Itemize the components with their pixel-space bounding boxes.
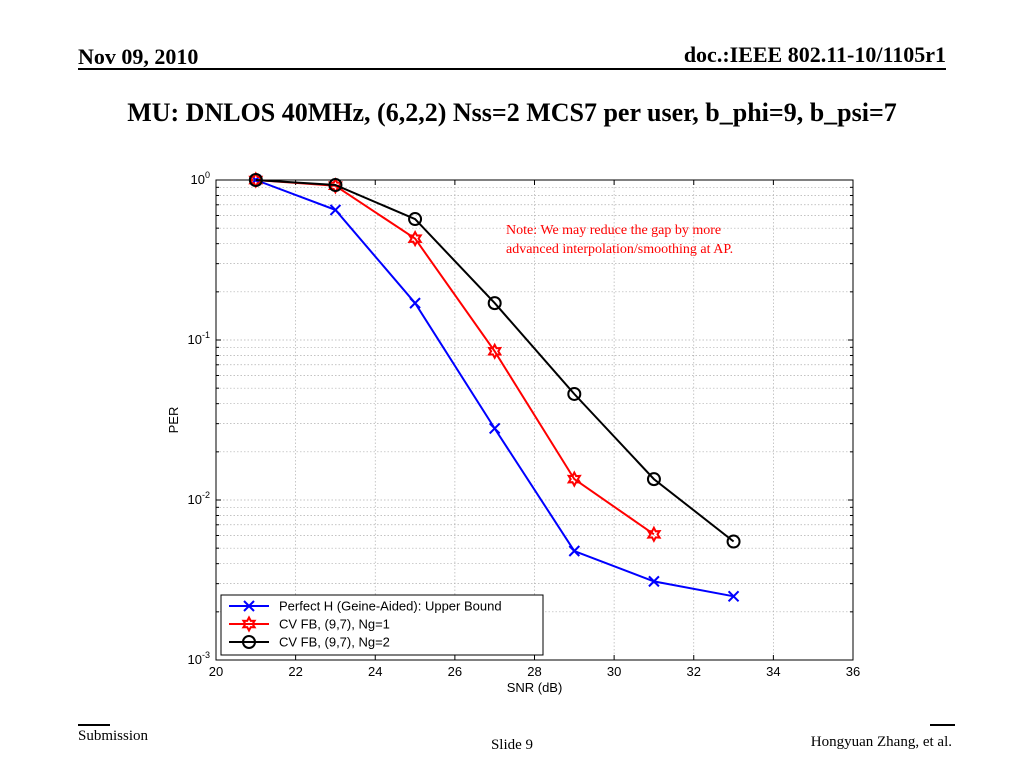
chart-note-line-2: advanced interpolation/smoothing at AP.: [506, 242, 734, 257]
legend-marker: [243, 600, 255, 612]
legend-label: CV FB, (9,7), Ng=2: [279, 635, 390, 650]
header-divider: [78, 68, 946, 70]
data-point: [566, 470, 582, 488]
series-3: [248, 173, 741, 549]
x-tick-label: 34: [766, 664, 780, 679]
y-tick-label: 10-1: [188, 330, 210, 347]
legend-label: Perfect H (Geine-Aided): Upper Bound: [279, 599, 502, 614]
legend-marker: [242, 635, 256, 649]
data-point: [487, 342, 503, 360]
data-point: [646, 472, 661, 487]
chart-note: Note: We may reduce the gap by more adva…: [506, 221, 806, 259]
data-point: [568, 545, 581, 557]
y-tick-label: 10-2: [188, 490, 210, 507]
legend-marker: [241, 615, 257, 633]
per-chart: 20 22 24 26 28 30 32 34 36 100 10-1 10-2 10-3 SNR (dB…: [166, 170, 860, 695]
footer-divider-right: [930, 724, 955, 726]
footer-divider-left: [78, 724, 110, 726]
series-line: [255, 179, 735, 543]
data-point: [248, 173, 263, 187]
x-tick-label: 30: [607, 664, 621, 679]
header-date: Nov 09, 2010: [78, 44, 199, 69]
legend-label: CV FB, (9,7), Ng=1: [279, 617, 390, 632]
footer-slide-number: Slide 9: [490, 737, 534, 753]
legend: Perfect H (Geine-Aided): Upper Bound CV F…: [220, 594, 544, 656]
y-tick-label: 100: [191, 170, 210, 187]
data-point: [727, 590, 740, 603]
legend-box: [220, 594, 544, 656]
x-tick-label: 32: [687, 664, 701, 679]
data-point: [488, 422, 501, 435]
data-point: [726, 534, 741, 549]
x-axis-label: SNR (dB): [507, 680, 563, 695]
x-tick-label: 24: [368, 664, 382, 679]
legend-item: Perfect H (Geine-Aided): Upper Bound: [229, 599, 502, 614]
footer-authors: Hongyuan Zhang, et al.: [810, 734, 952, 750]
footer-submission: Submission: [78, 728, 149, 744]
data-point: [329, 204, 342, 216]
slide-title: MU: DNLOS 40MHz, (6,2,2) Nss=2 MCS7 per …: [127, 98, 897, 127]
chart-note-line-1: Note: We may reduce the gap by more: [506, 223, 722, 238]
x-tick-label: 22: [288, 664, 302, 679]
x-tick-label: 20: [209, 664, 223, 679]
x-tick-label: 26: [448, 664, 462, 679]
legend-item: CV FB, (9,7), Ng=1: [229, 615, 390, 633]
data-point: [487, 296, 502, 311]
data-point: [648, 575, 660, 588]
y-axis-label: PER: [166, 407, 181, 434]
y-tick-label: 10-3: [188, 650, 210, 667]
header-doc-id: doc.:IEEE 802.11-10/1105r1: [683, 42, 946, 67]
data-point: [407, 229, 423, 248]
x-tick-label: 36: [846, 664, 860, 679]
data-point: [646, 525, 662, 543]
x-tick-label: 28: [527, 664, 541, 679]
data-point: [408, 212, 423, 227]
data-point: [409, 297, 421, 309]
data-point: [328, 178, 343, 193]
legend-item: CV FB, (9,7), Ng=2: [229, 635, 390, 650]
data-point: [567, 386, 582, 401]
